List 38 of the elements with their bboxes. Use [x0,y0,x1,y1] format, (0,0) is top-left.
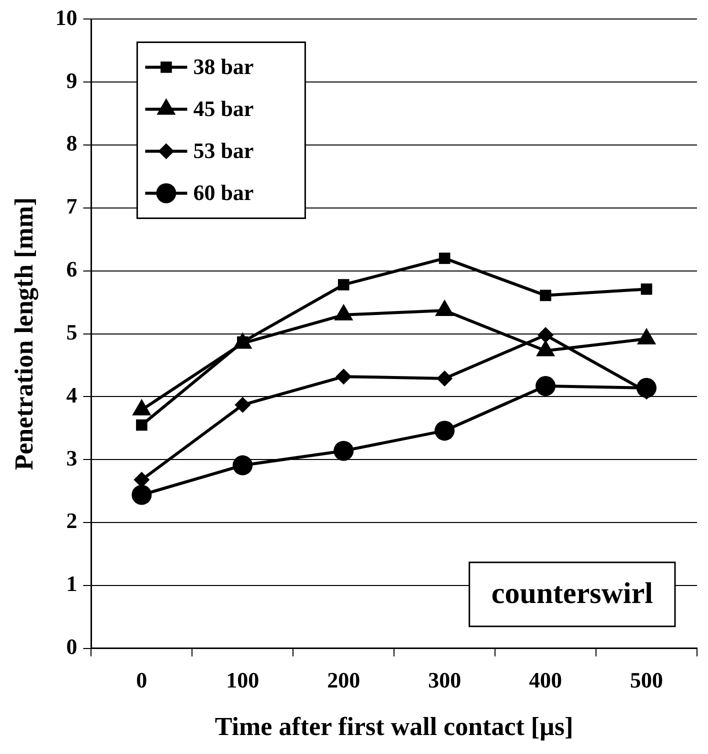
x-tick-label: 0 [136,667,148,692]
point [436,370,453,386]
y-tick-label: 8 [66,130,78,156]
point [336,368,352,385]
legend-label: 53 bar [193,138,254,163]
legend-label: 60 bar [193,180,254,205]
y-tick-label: 3 [66,445,78,470]
x-axis-title: Time after first wall contact [µs] [214,712,574,742]
y-tick-label: 2 [66,508,78,534]
point [640,283,652,295]
point [536,376,556,396]
x-tick-label: 300 [428,667,462,692]
y-tick-label: 7 [66,194,78,219]
x-tick-label: 200 [327,667,360,692]
y-tick-label: 10 [55,4,78,30]
point [334,440,354,461]
y-tick-label: 5 [66,319,78,344]
point [234,396,251,413]
y-tick-label: 1 [66,571,78,596]
x-tick-label: 100 [226,667,260,692]
point [434,420,455,441]
y-axis-title: Penetration length [mm] [9,197,38,470]
x-tick-label: 500 [630,667,664,692]
annotation: counterswirl [491,577,654,610]
x-tick-label: 400 [529,667,562,692]
point [438,252,450,264]
legend-label: 38 bar [193,54,254,79]
point [136,419,148,431]
legend-label: 45 bar [193,96,254,121]
point [132,484,152,505]
point [338,279,350,290]
y-tick-label: 0 [66,634,78,660]
point [540,290,552,302]
point [232,455,253,476]
y-tick-label: 9 [66,68,78,93]
y-tick-label: 4 [66,382,78,408]
y-tick-label: 6 [66,256,78,282]
point [538,327,554,344]
